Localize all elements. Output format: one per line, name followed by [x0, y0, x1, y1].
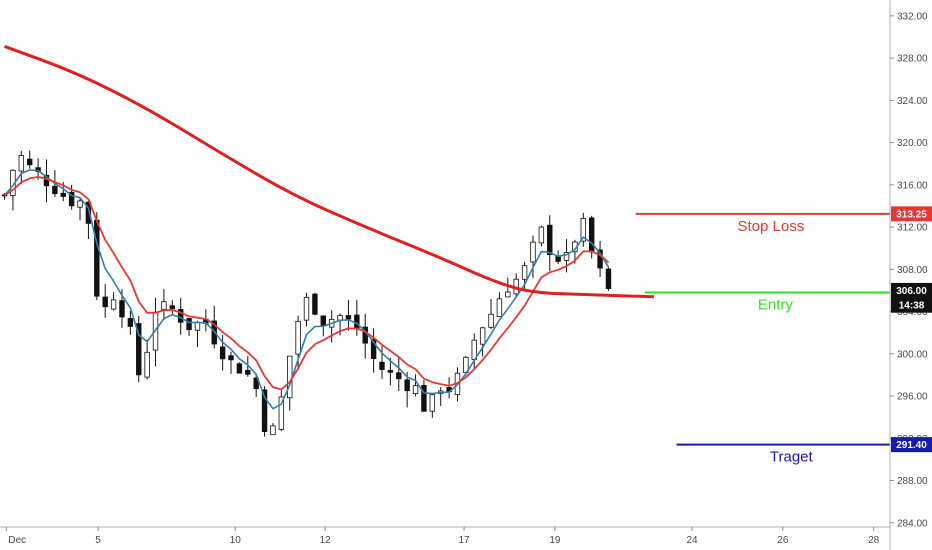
candle-body [194, 321, 201, 331]
ma-layer [3, 45, 654, 410]
candle-body [370, 338, 377, 360]
long-ma-line [4, 45, 654, 299]
candle-body [538, 226, 545, 244]
current-price-tag [891, 282, 932, 298]
x-tick-label: 28 [868, 535, 880, 546]
bar-countdown-tag-text: 14:38 [899, 301, 925, 312]
candle-body [136, 323, 142, 376]
candle-body [505, 291, 511, 298]
x-tick-label: 10 [230, 535, 242, 546]
traget-label: Traget [770, 449, 814, 466]
candle-body [412, 385, 419, 395]
x-axis: Dec 5 10 12 17 19 24 26 28 [0, 526, 890, 546]
candle-body [387, 370, 394, 373]
stop-loss-label: Stop Loss [737, 218, 804, 235]
candle-body [186, 318, 192, 331]
candle-body [177, 309, 184, 323]
candle-body [496, 298, 503, 317]
candle-body [547, 224, 553, 256]
y-tick-label: 316.00 [897, 180, 928, 191]
candle-body [605, 268, 612, 289]
candle-body [161, 301, 167, 310]
candle-body [278, 396, 285, 430]
y-tick-label: 320.00 [897, 138, 928, 149]
candle-body [404, 379, 410, 392]
y-tick-label: 300.00 [897, 349, 928, 360]
candle-body [312, 293, 318, 315]
x-tick-label: 26 [777, 535, 789, 546]
candle-body [597, 249, 603, 269]
candle-body [295, 320, 301, 355]
stop-loss-price-tag [891, 206, 932, 222]
candle-body [345, 315, 352, 320]
candle-body [102, 296, 108, 308]
candle-body [253, 377, 259, 390]
candle-body [52, 185, 58, 195]
y-tick-label: 284.00 [897, 518, 928, 529]
candle-body [68, 191, 75, 207]
y-tick-label: 324.00 [897, 96, 928, 107]
candle-body [270, 425, 276, 436]
x-tick-label: 24 [686, 535, 698, 546]
entry-label: Entry [758, 297, 794, 314]
y-tick-label: 312.00 [897, 223, 928, 234]
x-tick-label: 19 [549, 535, 561, 546]
candle-body [110, 299, 117, 310]
traget-price-tag [891, 437, 932, 453]
candle-body [287, 355, 293, 399]
candle-body [236, 363, 243, 374]
candle-body [479, 327, 486, 345]
candle-body [396, 372, 402, 380]
candle-body [169, 305, 176, 309]
y-tick-label: 308.00 [897, 265, 928, 276]
candle-body [588, 217, 595, 253]
y-tick-label: 332.00 [897, 11, 928, 22]
candle-body [530, 241, 536, 263]
candle-body [521, 265, 528, 280]
x-tick-label: Dec [8, 535, 26, 546]
x-tick-label: 17 [459, 535, 471, 546]
candle-body [488, 313, 494, 328]
candle-body [18, 155, 25, 172]
candle-body [119, 300, 125, 318]
candle-body [219, 346, 226, 360]
candle-body [144, 351, 150, 378]
candle-body [421, 385, 427, 412]
x-tick-label: 12 [320, 535, 332, 546]
candle-body [94, 219, 100, 297]
candle-body [26, 158, 33, 166]
candle-body [261, 389, 268, 433]
candle-body [127, 318, 134, 327]
candle-body [429, 394, 436, 412]
slow-ma-line [4, 175, 610, 391]
candle-body [320, 315, 326, 327]
candle-body [563, 252, 570, 261]
x-tick-label: 5 [95, 535, 101, 546]
traget-price-tag-text: 291.40 [896, 440, 927, 451]
candle-body [303, 296, 310, 321]
bar-countdown-tag [891, 297, 932, 313]
stop-loss-price-tag-text: 313.25 [896, 209, 927, 220]
candle-body [85, 201, 92, 224]
candle-body [245, 369, 251, 375]
candle-body [580, 218, 587, 242]
candle-body [228, 355, 234, 361]
y-tick-label: 288.00 [897, 476, 928, 487]
y-tick-label: 296.00 [897, 392, 928, 403]
candle-body [337, 315, 343, 321]
candle-body [77, 200, 83, 208]
candle-body [379, 361, 385, 370]
current-price-tag-text: 306.00 [896, 286, 927, 297]
fast-ma-line [3, 169, 610, 410]
candles-layer [1, 150, 612, 437]
y-tick-label: 328.00 [897, 54, 928, 65]
candle-body [60, 192, 66, 197]
y-axis: 332.00 328.00 324.00 320.00 316.00 312.00 308.… [889, 0, 928, 550]
levels-layer: Stop Loss Entry Traget [635, 212, 890, 466]
